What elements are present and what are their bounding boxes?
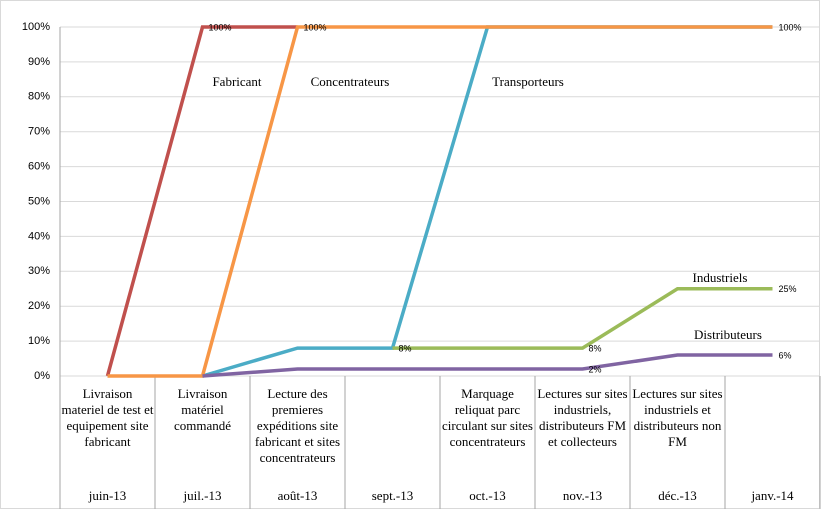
x-tick-label: juin-13	[88, 488, 127, 503]
series-line	[105, 25, 298, 377]
data-label: 100%	[779, 22, 802, 32]
category-description: Marquage reliquat parc circulant sur sit…	[442, 386, 533, 449]
category-description: Lecture des premieres expéditions site f…	[254, 386, 341, 465]
category-description: Livraison materiel de test et equipement…	[61, 386, 154, 449]
y-tick-label: 40%	[28, 230, 50, 242]
y-tick-label: 100%	[22, 21, 50, 33]
y-tick-label: 80%	[28, 91, 50, 103]
y-tick-label: 60%	[28, 161, 50, 173]
data-label: 2%	[589, 364, 602, 374]
series-line	[392, 287, 773, 350]
category-description: Lectures sur sites industriels et distri…	[632, 386, 723, 449]
y-tick-label: 10%	[28, 335, 50, 347]
series-label: Fabricant	[212, 74, 261, 89]
series-label: Distributeurs	[694, 327, 762, 342]
category-description: Livraison matériel commandé	[173, 386, 232, 433]
y-tick-label: 50%	[28, 195, 50, 207]
x-tick-label: oct.-13	[469, 488, 506, 503]
data-label: 6%	[779, 350, 792, 360]
series-label: Transporteurs	[492, 74, 564, 89]
series-label: Industriels	[693, 270, 748, 285]
data-label: 100%	[304, 22, 327, 32]
data-label: 8%	[589, 343, 602, 353]
x-tick-label: sept.-13	[371, 488, 414, 503]
x-tick-label: janv.-14	[751, 488, 794, 503]
data-label: 25%	[779, 284, 797, 294]
y-tick-label: 20%	[28, 300, 50, 312]
x-tick-label: déc.-13	[658, 488, 697, 503]
y-tick-label: 90%	[28, 56, 50, 68]
x-tick-label: nov.-13	[562, 488, 603, 503]
y-tick-label: 70%	[28, 126, 50, 138]
data-label: 8%	[399, 343, 412, 353]
x-tick-label: juil.-13	[183, 488, 222, 503]
series-line	[107, 25, 773, 378]
series-line	[202, 353, 773, 378]
x-tick-label: août-13	[277, 488, 318, 503]
y-tick-label: 0%	[34, 370, 50, 382]
y-tick-label: 30%	[28, 265, 50, 277]
data-label: 100%	[209, 22, 232, 32]
series-label: Concentrateurs	[311, 74, 390, 89]
category-description: Lectures sur sites industriels, distribu…	[537, 386, 628, 449]
